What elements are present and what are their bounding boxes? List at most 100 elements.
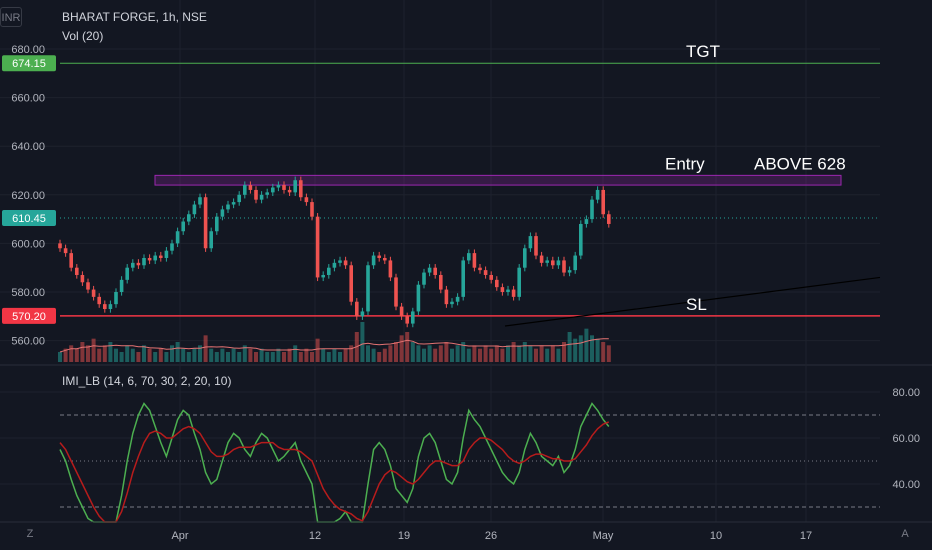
price-tick-label: 600.00 xyxy=(11,238,45,250)
volume-bar xyxy=(567,332,572,362)
stop-price-badge-label: 570.20 xyxy=(12,311,46,323)
candle-body xyxy=(243,185,247,195)
volume-bar xyxy=(539,345,544,362)
volume-bar xyxy=(343,348,348,362)
candle-body xyxy=(80,274,85,283)
axes: 560.00 580.00 600.00 620.00 640.00 660.00 680.… xyxy=(0,44,932,542)
candle-body xyxy=(332,262,337,268)
candle-body xyxy=(450,301,454,305)
entry-zone-box xyxy=(154,174,842,186)
candle-body xyxy=(517,267,521,297)
volume-bar xyxy=(438,345,443,362)
target-price-badge-label: 674.15 xyxy=(12,58,46,70)
price-candles xyxy=(58,176,611,328)
candle-body xyxy=(276,185,281,188)
zoom-corner-button[interactable]: Z xyxy=(26,528,34,540)
volume-bar xyxy=(377,352,382,362)
volume-bar xyxy=(119,352,124,362)
volume-bar xyxy=(405,332,410,362)
volume-bars xyxy=(58,322,611,362)
candle-body xyxy=(506,289,510,292)
volume-bar xyxy=(366,345,370,362)
volume-bar xyxy=(410,342,415,362)
volume-bar xyxy=(282,352,286,362)
volume-bar xyxy=(444,342,449,362)
candle-body xyxy=(366,265,370,312)
candle-body xyxy=(58,243,62,249)
last-price-badge-label: 610.45 xyxy=(12,213,46,225)
volume-bar xyxy=(130,348,135,362)
volume-bar xyxy=(125,345,130,362)
volume-bar xyxy=(590,335,594,362)
volume-bar xyxy=(545,348,550,362)
candle-body xyxy=(607,214,611,224)
candle-body xyxy=(226,204,230,210)
volume-bar xyxy=(461,342,466,362)
volume-bar xyxy=(310,352,314,362)
price-tick-label: 680.00 xyxy=(11,44,45,56)
candle-body xyxy=(360,311,365,317)
volume-bar xyxy=(276,348,281,362)
volume-bar xyxy=(293,345,298,362)
volume-bar xyxy=(153,352,158,362)
candle-body xyxy=(427,267,432,273)
currency-badge[interactable]: INR xyxy=(0,7,22,27)
candle-body xyxy=(181,221,185,232)
time-tick-label: 26 xyxy=(485,530,497,542)
volume-bar xyxy=(562,342,566,362)
auto-scale-button[interactable]: A xyxy=(901,528,909,540)
volume-bar xyxy=(511,342,516,362)
volume-bar xyxy=(97,348,102,362)
volume-bar xyxy=(326,352,331,362)
candle-body xyxy=(338,260,342,263)
volume-average-line xyxy=(59,338,609,353)
price-tick-label: 620.00 xyxy=(11,190,45,202)
imi-tick-label: 80.00 xyxy=(892,387,920,399)
candle-body xyxy=(175,231,180,244)
annotation-text: SL xyxy=(686,295,707,314)
volume-bar xyxy=(388,345,393,362)
volume-bar xyxy=(528,345,533,362)
time-tick-label: 10 xyxy=(710,530,722,542)
volume-bar xyxy=(517,345,522,362)
candle-body xyxy=(304,197,309,203)
candle-body xyxy=(467,253,471,261)
volume-bar xyxy=(259,348,264,362)
volume-bar xyxy=(142,345,146,362)
volume-bar xyxy=(500,348,505,362)
candle-body xyxy=(63,248,68,254)
candle-body xyxy=(147,257,152,261)
imi-pane xyxy=(59,402,880,523)
time-tick-label: May xyxy=(593,530,614,542)
candle-body xyxy=(321,274,325,278)
volume-bar xyxy=(321,348,326,362)
candle-body xyxy=(209,231,213,249)
candle-body xyxy=(422,272,426,285)
candle-body xyxy=(579,223,583,256)
volume-bar xyxy=(136,352,141,362)
candle-body xyxy=(91,289,96,297)
candle-body xyxy=(567,270,572,273)
candle-body xyxy=(131,262,135,268)
symbol-title[interactable]: BHARAT FORGE, 1h, NSE xyxy=(62,10,207,24)
volume-bar xyxy=(483,345,488,362)
candle-body xyxy=(315,216,320,278)
volume-bar xyxy=(601,342,606,362)
candle-body xyxy=(539,255,544,263)
candle-body xyxy=(495,279,499,288)
candle-body xyxy=(237,194,241,203)
candle-body xyxy=(371,255,376,266)
candle-body xyxy=(416,284,421,312)
candle-body xyxy=(271,187,275,193)
volume-bar xyxy=(578,335,583,362)
candle-body xyxy=(439,274,443,290)
candle-body xyxy=(203,197,208,249)
time-tick-label: 17 xyxy=(800,530,812,542)
volume-bar xyxy=(158,348,163,362)
indicator-label[interactable]: IMI_LB (14, 6, 70, 30, 2, 20, 10) xyxy=(62,374,232,388)
volume-bar xyxy=(265,352,270,362)
volume-label[interactable]: Vol (20) xyxy=(62,29,104,43)
trend-line xyxy=(504,276,881,327)
volume-bar xyxy=(422,348,426,362)
